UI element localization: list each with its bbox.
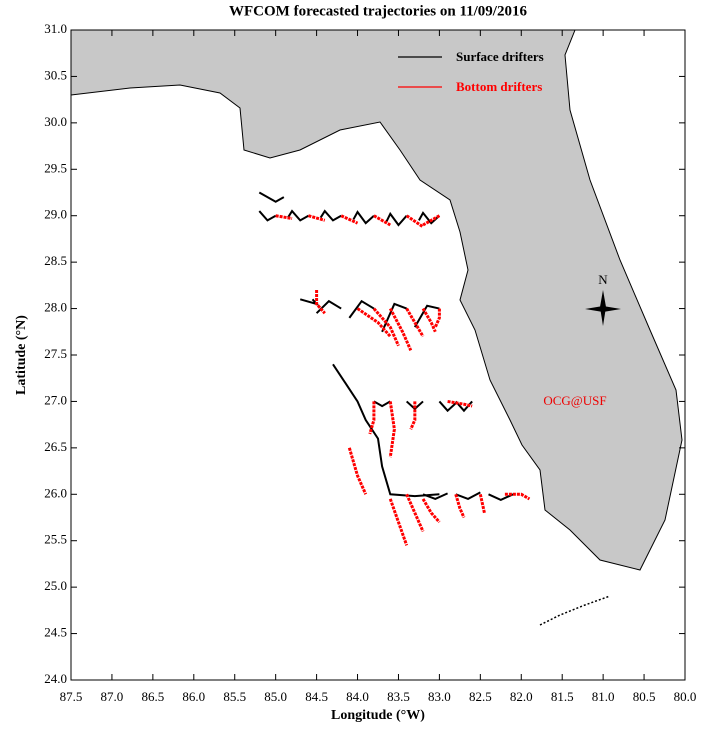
- legend-label: Surface drifters: [456, 49, 544, 64]
- x-tick-label: 83.0: [428, 689, 451, 704]
- y-tick-label: 25.0: [44, 578, 67, 593]
- trajectory: [447, 399, 473, 408]
- land: [70, 29, 683, 571]
- trajectory: [332, 363, 440, 498]
- trajectory: [373, 214, 392, 227]
- y-tick-label: 25.5: [44, 532, 67, 547]
- trajectory: [385, 211, 408, 227]
- chart-title: WFCOM forecasted trajectories on 11/09/2…: [229, 3, 527, 19]
- y-axis-label: Latitude (°N): [14, 315, 29, 395]
- trajectory: [488, 493, 514, 501]
- x-tick-label: 85.5: [223, 689, 246, 704]
- x-tick-label: 87.5: [60, 689, 83, 704]
- trajectory: [433, 308, 441, 328]
- x-tick-label: 81.5: [551, 689, 574, 704]
- trajectory: [418, 211, 441, 225]
- trajectory: [299, 298, 320, 306]
- y-tick-label: 27.0: [44, 392, 67, 407]
- y-tick-label: 31.0: [44, 21, 67, 36]
- trajectory: [348, 299, 375, 319]
- trajectory: [438, 400, 457, 413]
- annotation: OCG@USF: [543, 393, 606, 408]
- x-tick-label: 80.0: [674, 689, 697, 704]
- trajectory: [340, 214, 359, 225]
- y-tick-label: 24.0: [44, 671, 67, 686]
- x-axis-label: Longitude (°W): [331, 708, 425, 723]
- y-tick-label: 28.0: [44, 300, 67, 315]
- trajectory: [287, 209, 309, 222]
- trajectory: [347, 447, 368, 495]
- trajectory: [388, 307, 413, 351]
- trajectory: [405, 214, 424, 229]
- trajectory: [405, 307, 425, 338]
- y-tick-label: 26.0: [44, 485, 67, 500]
- compass: N: [585, 272, 621, 326]
- trajectory: [405, 493, 425, 533]
- y-tick-label: 30.5: [44, 67, 67, 82]
- trajectory: [409, 401, 417, 430]
- trajectory: [388, 401, 396, 458]
- trajectory: [372, 307, 400, 347]
- x-tick-label: 86.5: [141, 689, 164, 704]
- x-tick-label: 82.5: [469, 689, 492, 704]
- trajectory: [504, 492, 531, 501]
- x-tick-label: 85.0: [264, 689, 287, 704]
- trajectory: [405, 400, 424, 411]
- trajectory: [352, 210, 375, 225]
- x-tick-label: 84.0: [346, 689, 369, 704]
- x-tick-label: 86.0: [182, 689, 205, 704]
- trajectory: [308, 214, 326, 222]
- trajectory: [421, 498, 441, 524]
- x-tick-label: 81.0: [592, 689, 615, 704]
- y-tick-label: 30.0: [44, 114, 67, 129]
- x-tick-label: 80.5: [633, 689, 656, 704]
- trajectory: [422, 492, 448, 501]
- trajectory: [388, 498, 409, 546]
- trajectory: [275, 214, 293, 220]
- trajectory: [454, 493, 466, 519]
- y-tick-label: 24.5: [44, 625, 67, 640]
- x-tick-label: 87.0: [101, 689, 124, 704]
- legend-label: Bottom drifters: [456, 79, 542, 94]
- trajectory: [319, 209, 342, 222]
- trajectory: [315, 290, 326, 315]
- y-tick-label: 27.5: [44, 346, 67, 361]
- keys: [539, 595, 611, 626]
- trajectory: [455, 491, 481, 501]
- trajectory: [421, 307, 437, 333]
- trajectory: [368, 401, 376, 435]
- y-tick-label: 29.5: [44, 160, 67, 175]
- y-tick-label: 29.0: [44, 207, 67, 222]
- y-tick-label: 28.5: [44, 253, 67, 268]
- compass-label: N: [598, 272, 608, 287]
- x-tick-label: 84.5: [305, 689, 328, 704]
- trajectory: [422, 214, 441, 227]
- trajectory: [258, 210, 277, 222]
- trajectory: [478, 493, 486, 514]
- trajectory: [258, 191, 285, 203]
- y-tick-label: 26.5: [44, 439, 67, 454]
- x-tick-label: 82.0: [510, 689, 533, 704]
- trajectory: [413, 304, 440, 328]
- trajectory: [373, 400, 391, 408]
- x-tick-label: 83.5: [387, 689, 410, 704]
- trajectory: [356, 307, 392, 338]
